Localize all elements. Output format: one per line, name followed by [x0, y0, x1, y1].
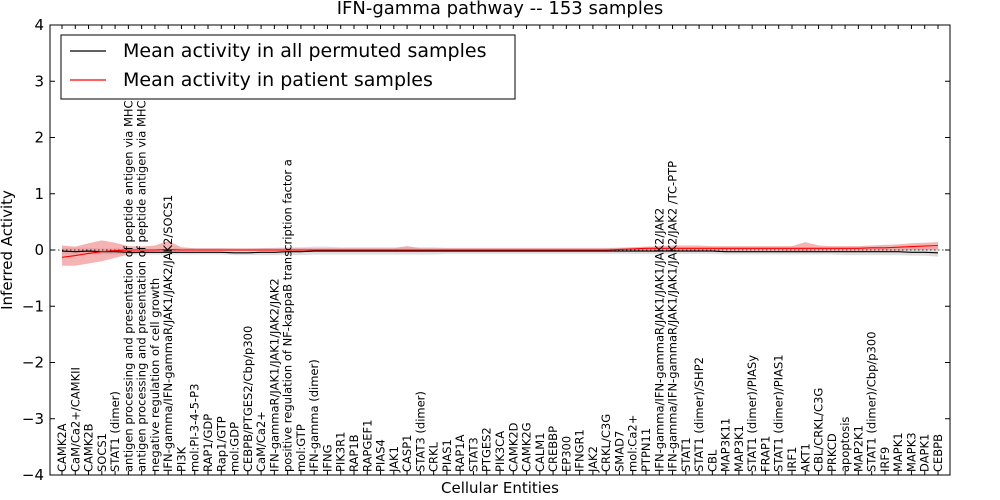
- entity-label: RAPGEF1: [360, 420, 374, 472]
- entity-label: CRKL: [427, 441, 441, 472]
- x-axis-ticks: [61, 25, 939, 475]
- entity-label: Rap1/GTP: [214, 416, 228, 472]
- confidence-bands: [62, 240, 938, 266]
- entity-label: STAT3 (dimer): [413, 391, 427, 472]
- entity-label: apoptosis: [838, 417, 852, 472]
- entity-label: CAMK2A: [55, 423, 69, 472]
- entity-label: CASP1: [400, 435, 414, 472]
- entity-label: mol:PI-3-4-5-P3: [188, 384, 202, 472]
- entity-label: MAP3K11: [719, 418, 733, 472]
- entity-label: IFN-gamma/IFN-gammaR/JAK1/JAK1/JAK2/JAK2: [652, 208, 666, 472]
- entity-label: SOCS1: [95, 433, 109, 472]
- entity-label: positive regulation of NF-kappaB transcr…: [281, 159, 295, 472]
- entity-label: PRKCD: [825, 433, 839, 472]
- y-tick-label: −3: [22, 410, 44, 428]
- y-tick-label: 2: [34, 129, 44, 147]
- legend-box: [60, 34, 516, 100]
- entity-label: JAK2: [586, 446, 600, 473]
- entity-label: MAPK1: [891, 432, 905, 472]
- entity-label: MAP2K1: [851, 425, 865, 472]
- entity-label: CAMK2G: [520, 422, 534, 472]
- entity-label: negative regulation of cell growth: [148, 278, 162, 472]
- y-tick-label: −4: [22, 466, 44, 484]
- entity-label: PTPN11: [639, 428, 653, 472]
- entity-label: CaM/Ca2+: [254, 411, 268, 472]
- entity-label: IFN-gamma/IFN-gammaR/JAK1/JAK1/JAK2/JAK2…: [666, 161, 680, 472]
- entity-label: mol:GTP: [294, 424, 308, 472]
- entity-label: RAP1/GDP: [201, 414, 215, 472]
- plot-border: [49, 24, 951, 476]
- entity-label: CEBPB: [931, 434, 945, 472]
- y-tick-label: 1: [34, 185, 44, 203]
- entity-label: PIK3CA: [493, 431, 507, 472]
- entity-label: antigen processing and presentation of p…: [135, 80, 149, 472]
- entity-label: PIK3R1: [334, 432, 348, 473]
- entity-label: CBL/CRKL/C3G: [812, 388, 826, 472]
- y-tick-label: 3: [34, 72, 44, 90]
- entity-label: CREBBP: [546, 426, 560, 472]
- entity-label: RAP1B: [347, 434, 361, 472]
- entity-label: STAT1 (dimer)/SHP2: [692, 357, 706, 472]
- series-line-permuted: [61, 250, 939, 254]
- entity-label: CALM1: [533, 432, 547, 472]
- y-tick-label: 0: [34, 241, 44, 259]
- entity-label: STAT3: [467, 437, 481, 472]
- entity-label: CaM/Ca2+/CAMKII: [68, 367, 82, 472]
- entity-label: DAPK1: [918, 434, 932, 472]
- entity-label: MAP3K1: [732, 425, 746, 472]
- legend-label-patient: Mean activity in patient samples: [123, 69, 433, 91]
- y-tick-label: −1: [22, 297, 44, 315]
- y-axis-label: Inferred Activity: [0, 190, 16, 310]
- entity-label: STAT1 (dimer)/PIAS1: [772, 354, 786, 472]
- entity-label: STAT1: [679, 437, 693, 472]
- entity-label: IFN-gammaR/JAK1/JAK1/JAK2/JAK2: [267, 278, 281, 472]
- entity-label: CEBPB/PTGES2/Cbp/p300: [241, 326, 255, 472]
- entity-label: PIAS1: [440, 439, 454, 472]
- entity-label: PTGES2: [480, 427, 494, 472]
- entity-label: mol:Ca2+: [626, 415, 640, 472]
- entity-label: STAT1 (dimer)/Cbp/p300: [865, 331, 879, 472]
- entity-labels: CAMK2A CaM/Ca2+/CAMKII CAMK2B SOCS1 STAT1 (d…: [55, 80, 945, 473]
- chart-title: IFN-gamma pathway -- 153 samples: [337, 0, 664, 19]
- entity-label: IFNGR1: [573, 429, 587, 472]
- entity-label: STAT1 (dimer): [108, 391, 122, 472]
- y-axis: −4 −3 −2 −1 0 1 2 3 4: [22, 16, 950, 484]
- entity-label: IRF9: [878, 447, 892, 472]
- y-tick-label: 4: [34, 16, 44, 34]
- entity-label: IFNG: [321, 444, 335, 472]
- legend-label-permuted: Mean activity in all permuted samples: [123, 40, 486, 62]
- entity-label: PIAS4: [374, 439, 388, 472]
- entity-label: AKT1: [798, 443, 812, 472]
- x-axis-label: Cellular Entities: [441, 479, 559, 497]
- entity-label: antigen processing and presentation of p…: [121, 80, 135, 472]
- entity-label: CRKL/C3G: [599, 414, 613, 472]
- entity-label: STAT1 (dimer)/PIASy: [745, 355, 759, 472]
- entity-label: JAK1: [387, 446, 401, 473]
- entity-label: CBL: [705, 449, 719, 472]
- series-line-patient: [61, 244, 939, 258]
- entity-label: PI3K: [175, 446, 189, 472]
- legend: Mean activity in all permuted samples Me…: [60, 34, 516, 100]
- entity-label: SMAD7: [613, 431, 627, 472]
- entity-label: FRAP1: [759, 436, 773, 472]
- entity-label: CAMK2D: [506, 422, 520, 472]
- entity-label: IRF1: [785, 447, 799, 472]
- entity-label: RAP1A: [453, 434, 467, 472]
- entity-label: IFN-gamma (dimer): [307, 359, 321, 472]
- entity-label: EP300: [559, 436, 573, 472]
- entity-label: IFN-gamma/IFN-gammaR/JAK1/JAK2/JAK2/SOCS…: [161, 195, 175, 472]
- band-patient: [62, 240, 938, 266]
- entity-label: CAMK2B: [82, 423, 96, 472]
- series-lines: [61, 244, 939, 258]
- y-tick-label: −2: [22, 354, 44, 372]
- entity-label: mol:GDP: [228, 422, 242, 472]
- entity-label: MAPK3: [905, 432, 919, 472]
